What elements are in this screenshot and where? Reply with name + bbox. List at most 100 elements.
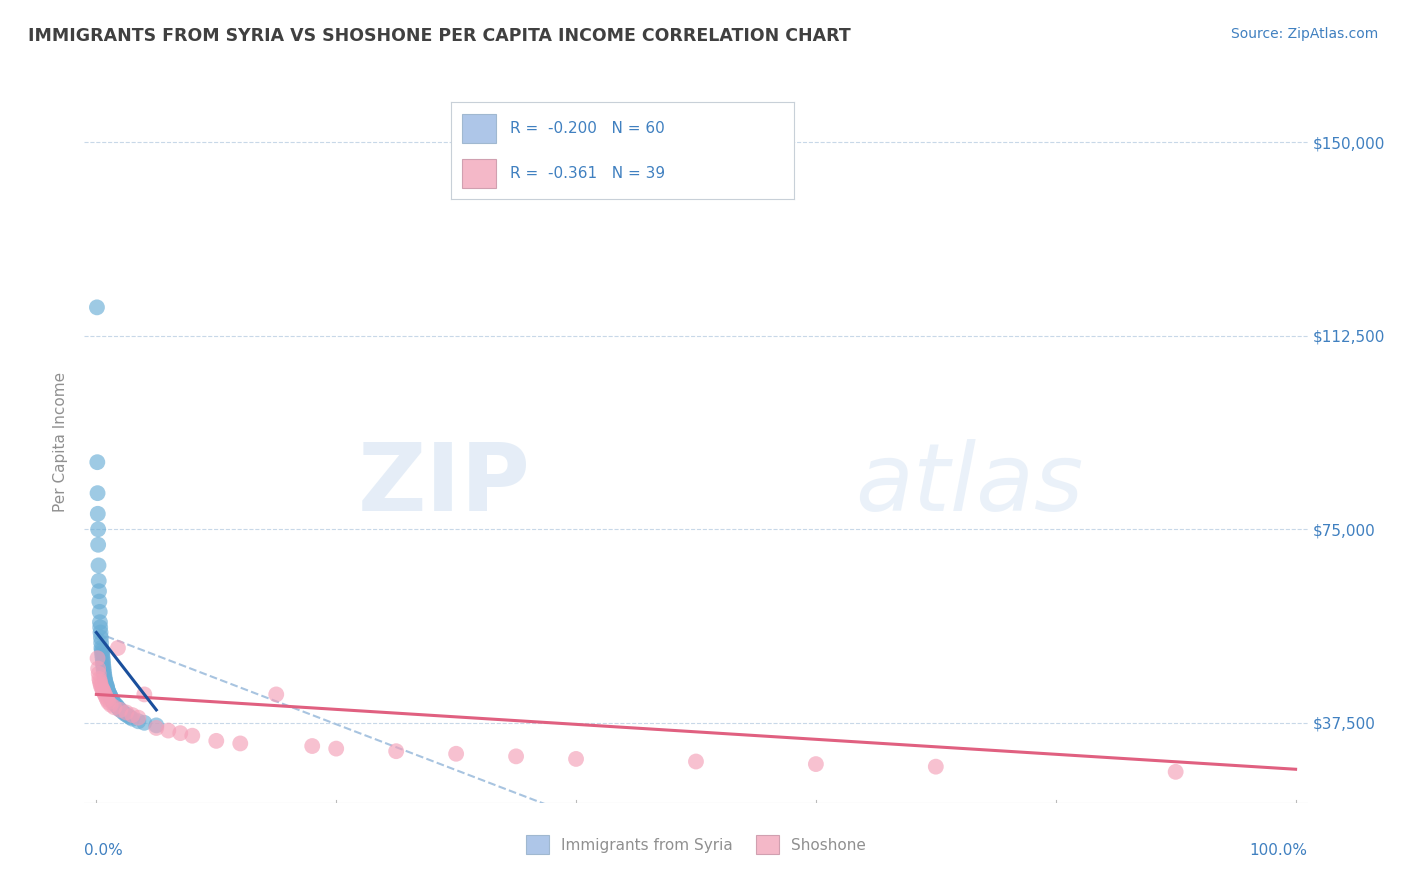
Point — [104, 698, 127, 712]
Point — [87, 574, 110, 588]
Point — [110, 703, 132, 717]
Point — [89, 615, 111, 630]
Point — [111, 705, 134, 719]
Point — [115, 706, 138, 720]
Point — [157, 723, 180, 738]
Point — [91, 683, 114, 698]
Point — [925, 760, 948, 774]
Point — [181, 729, 204, 743]
Text: Source: ZipAtlas.com: Source: ZipAtlas.com — [1230, 27, 1378, 41]
Legend: Immigrants from Syria, Shoshone: Immigrants from Syria, Shoshone — [520, 830, 872, 860]
Point — [100, 690, 122, 704]
Point — [89, 672, 111, 686]
Point — [121, 708, 143, 723]
Point — [91, 646, 114, 660]
Point — [96, 678, 118, 692]
Point — [1164, 764, 1187, 779]
Point — [86, 486, 108, 500]
Point — [101, 692, 124, 706]
Point — [91, 648, 114, 663]
Point — [107, 700, 129, 714]
Point — [93, 685, 115, 699]
Point — [98, 689, 121, 703]
Point — [145, 721, 167, 735]
Point — [145, 718, 167, 732]
Point — [325, 741, 347, 756]
Point — [90, 680, 112, 694]
Point — [91, 659, 114, 673]
Point — [100, 691, 122, 706]
Point — [100, 698, 122, 712]
Point — [264, 687, 287, 701]
Point — [91, 654, 114, 668]
Point — [96, 680, 118, 694]
Point — [98, 687, 121, 701]
Point — [565, 752, 588, 766]
Text: ZIP: ZIP — [359, 439, 531, 531]
Point — [94, 673, 117, 687]
Point — [90, 640, 112, 655]
Point — [205, 734, 228, 748]
Point — [101, 695, 124, 709]
Text: IMMIGRANTS FROM SYRIA VS SHOSHONE PER CAPITA INCOME CORRELATION CHART: IMMIGRANTS FROM SYRIA VS SHOSHONE PER CA… — [28, 27, 851, 45]
Point — [91, 657, 114, 671]
Point — [127, 714, 149, 729]
Point — [134, 715, 156, 730]
Y-axis label: Per Capita Income: Per Capita Income — [53, 371, 69, 512]
Point — [127, 711, 149, 725]
Point — [93, 664, 115, 678]
Point — [134, 687, 156, 701]
Point — [118, 710, 141, 724]
Point — [91, 651, 114, 665]
Point — [86, 301, 108, 315]
Point — [229, 736, 252, 750]
Point — [87, 538, 110, 552]
Point — [107, 640, 129, 655]
Point — [94, 674, 117, 689]
Point — [110, 703, 132, 717]
Point — [87, 558, 110, 573]
Point — [105, 698, 128, 713]
Point — [103, 697, 125, 711]
Point — [86, 651, 108, 665]
Point — [90, 643, 112, 657]
Point — [90, 677, 112, 691]
Point — [93, 662, 115, 676]
Point — [94, 677, 117, 691]
Point — [91, 682, 114, 697]
Text: 100.0%: 100.0% — [1250, 843, 1308, 857]
Point — [108, 702, 131, 716]
Point — [97, 695, 120, 709]
Point — [89, 594, 111, 608]
Point — [87, 522, 110, 536]
Point — [90, 625, 112, 640]
Point — [89, 674, 111, 689]
Point — [93, 687, 117, 701]
Point — [169, 726, 191, 740]
Point — [121, 712, 143, 726]
Point — [93, 666, 115, 681]
Point — [804, 757, 827, 772]
Point — [96, 692, 118, 706]
Point — [96, 681, 118, 696]
Point — [301, 739, 323, 753]
Point — [87, 507, 110, 521]
Point — [86, 455, 108, 469]
Point — [97, 686, 120, 700]
Point — [97, 685, 120, 699]
Point — [117, 708, 139, 723]
Point — [94, 690, 117, 704]
Point — [385, 744, 408, 758]
Point — [103, 700, 125, 714]
Text: 0.0%: 0.0% — [84, 843, 124, 857]
Point — [505, 749, 527, 764]
Point — [101, 693, 124, 707]
Point — [96, 682, 118, 697]
Point — [97, 683, 120, 698]
Point — [87, 666, 110, 681]
Point — [685, 755, 707, 769]
Point — [114, 706, 136, 721]
Text: atlas: atlas — [855, 440, 1083, 531]
Point — [93, 672, 117, 686]
Point — [90, 636, 112, 650]
